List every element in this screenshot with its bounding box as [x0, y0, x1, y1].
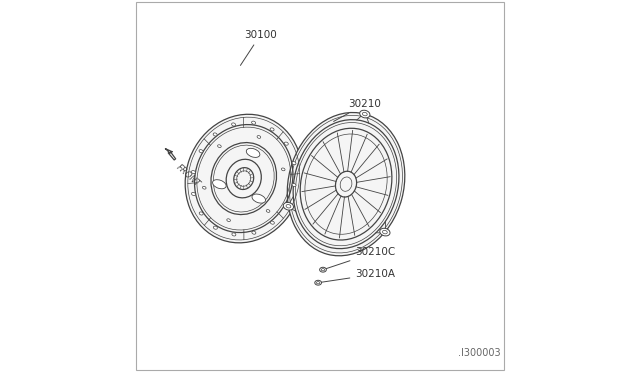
Ellipse shape — [257, 135, 260, 138]
Ellipse shape — [319, 267, 326, 272]
Ellipse shape — [252, 121, 255, 124]
Ellipse shape — [282, 168, 285, 171]
Ellipse shape — [286, 205, 291, 208]
Ellipse shape — [360, 110, 370, 118]
Ellipse shape — [362, 112, 367, 116]
Text: 30210: 30210 — [333, 99, 381, 121]
Ellipse shape — [227, 219, 230, 222]
Ellipse shape — [292, 161, 296, 165]
Ellipse shape — [270, 221, 275, 224]
Ellipse shape — [287, 112, 405, 256]
Ellipse shape — [292, 183, 296, 187]
Ellipse shape — [246, 148, 260, 157]
Ellipse shape — [284, 202, 294, 210]
Ellipse shape — [191, 192, 195, 196]
Ellipse shape — [185, 114, 302, 243]
Ellipse shape — [232, 233, 236, 236]
Ellipse shape — [191, 170, 195, 174]
Text: 30210A: 30210A — [321, 269, 396, 282]
Ellipse shape — [199, 150, 203, 153]
Ellipse shape — [199, 212, 203, 215]
Ellipse shape — [202, 186, 206, 189]
Ellipse shape — [316, 282, 320, 284]
Ellipse shape — [380, 228, 390, 236]
Text: FRONT: FRONT — [174, 163, 202, 189]
Text: 30210C: 30210C — [326, 247, 396, 269]
Ellipse shape — [284, 204, 289, 208]
Ellipse shape — [270, 128, 274, 131]
Text: 30100: 30100 — [241, 30, 277, 65]
Ellipse shape — [321, 269, 324, 271]
Ellipse shape — [213, 226, 218, 229]
Ellipse shape — [218, 145, 221, 148]
Ellipse shape — [383, 230, 387, 234]
Ellipse shape — [315, 280, 321, 285]
Ellipse shape — [252, 194, 266, 203]
Ellipse shape — [252, 231, 256, 234]
Ellipse shape — [266, 209, 270, 212]
Ellipse shape — [212, 180, 226, 189]
Ellipse shape — [284, 142, 288, 145]
Ellipse shape — [213, 133, 217, 136]
Text: .I300003: .I300003 — [458, 348, 500, 358]
Ellipse shape — [232, 123, 236, 126]
